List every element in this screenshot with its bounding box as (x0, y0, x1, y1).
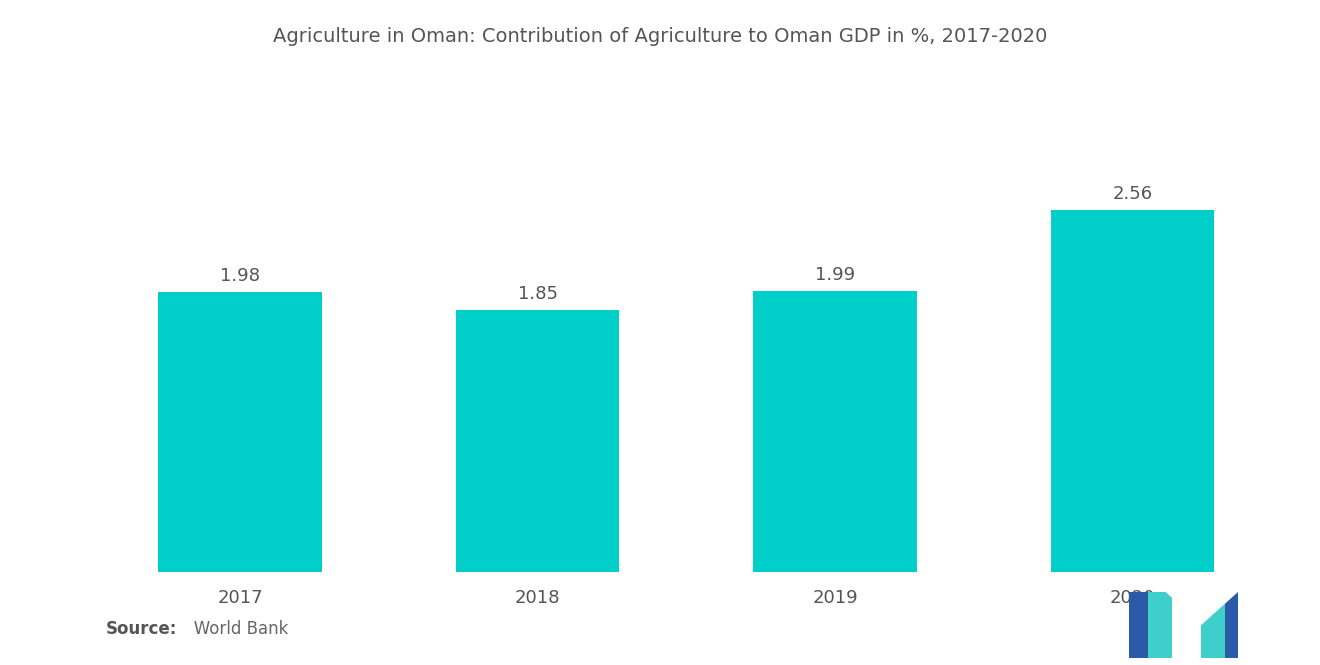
FancyBboxPatch shape (1201, 592, 1238, 658)
Text: 1.98: 1.98 (220, 267, 260, 285)
Text: 2.56: 2.56 (1113, 185, 1152, 203)
Text: World Bank: World Bank (178, 620, 289, 638)
FancyBboxPatch shape (1148, 592, 1172, 658)
Bar (1051, 210, 1214, 572)
Text: 1.85: 1.85 (517, 285, 557, 303)
FancyBboxPatch shape (1129, 592, 1166, 658)
Text: 1.99: 1.99 (814, 265, 855, 283)
Bar (754, 291, 917, 572)
FancyBboxPatch shape (1201, 592, 1225, 658)
Polygon shape (1166, 592, 1238, 625)
Text: Source:: Source: (106, 620, 177, 638)
Bar (158, 292, 322, 572)
Bar (455, 311, 619, 572)
Text: Agriculture in Oman: Contribution of Agriculture to Oman GDP in %, 2017-2020: Agriculture in Oman: Contribution of Agr… (273, 27, 1047, 46)
